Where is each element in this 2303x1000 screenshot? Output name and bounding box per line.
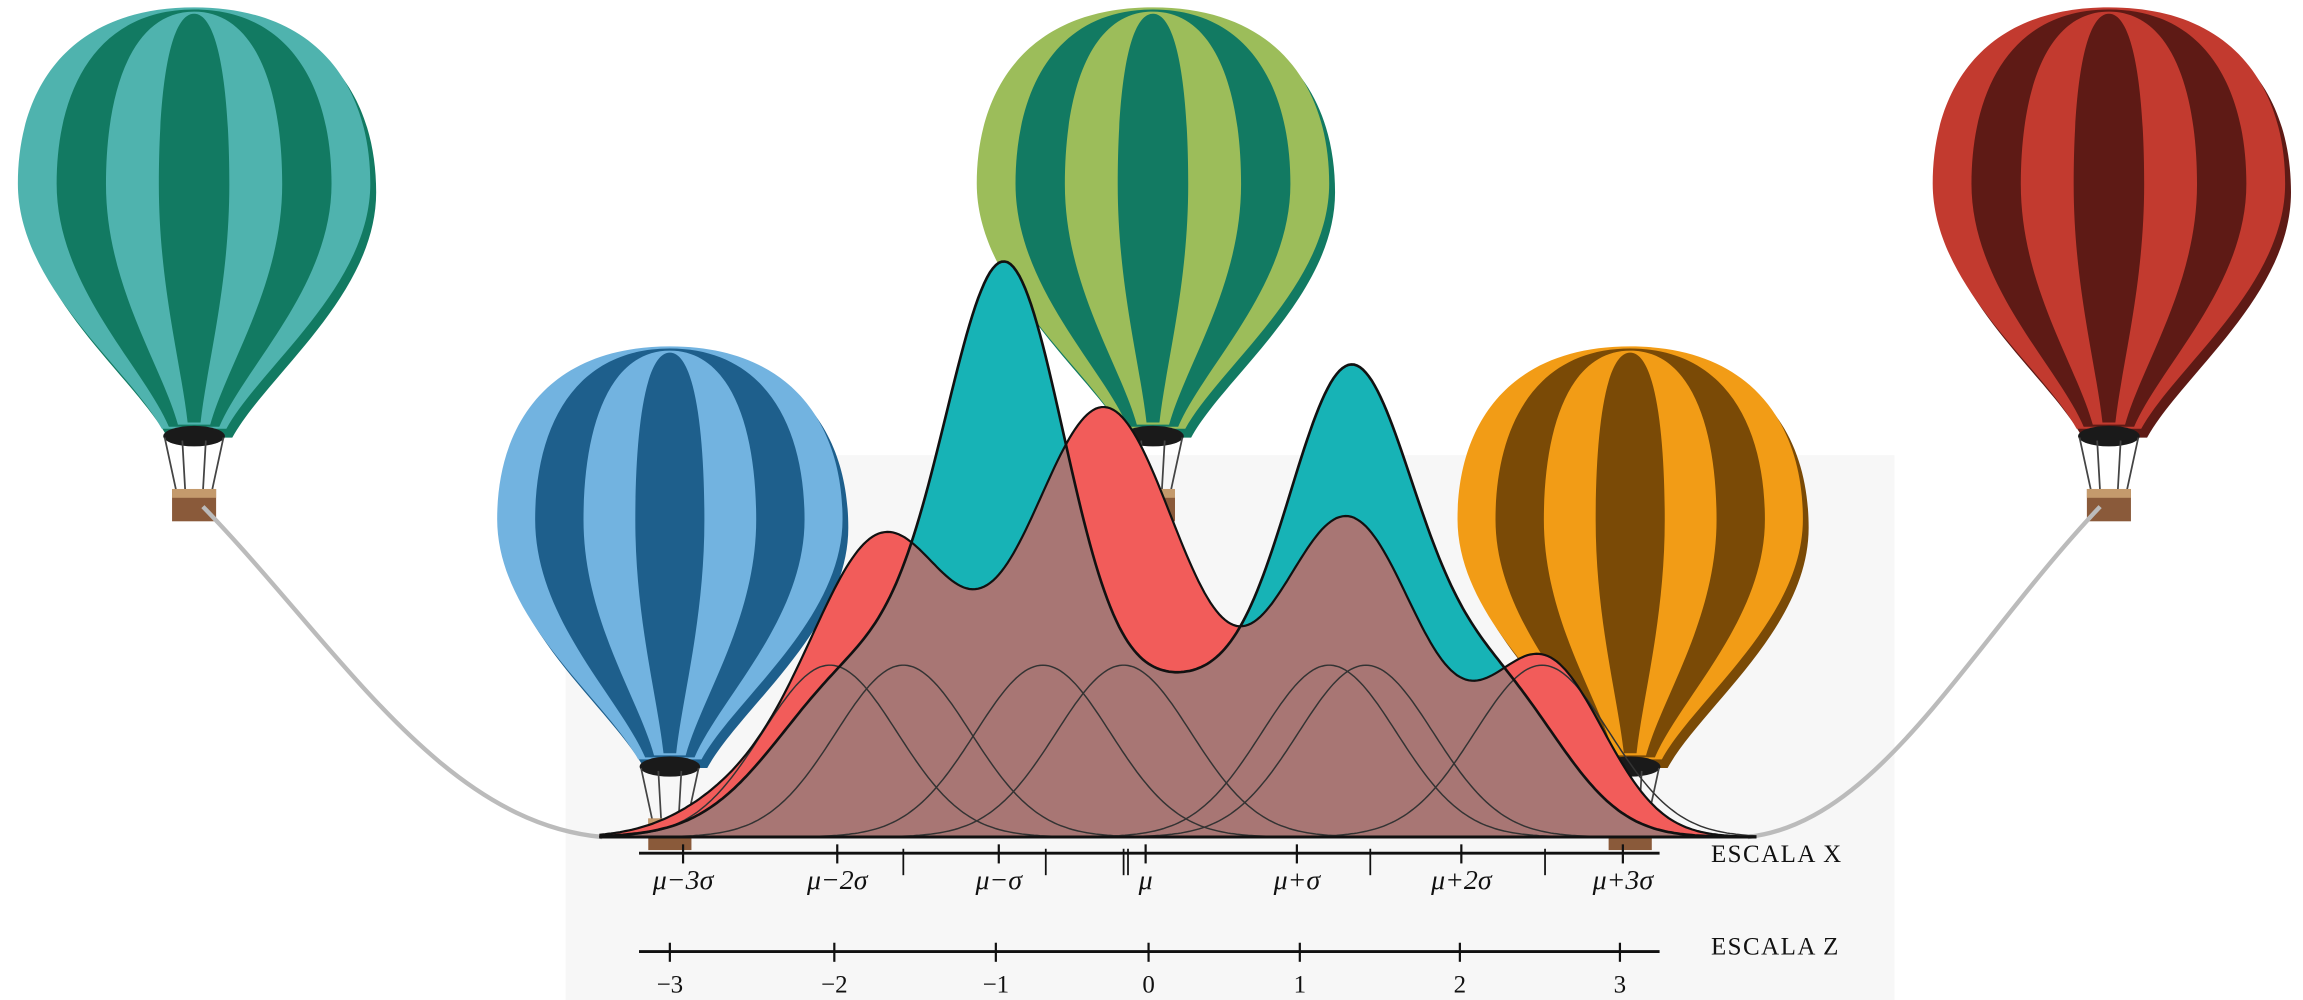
- z-tick-label: 1: [1294, 972, 1306, 999]
- x-tick-label: μ+σ: [1273, 865, 1322, 896]
- balloon-basket-top: [2087, 489, 2131, 498]
- balloon: [18, 7, 376, 521]
- balloon: [1933, 7, 2291, 521]
- x-scale-label: ESCALA X: [1711, 841, 1843, 868]
- x-tick-label: μ+3σ: [1592, 865, 1655, 896]
- z-tick-label: 0: [1142, 972, 1154, 999]
- balloon-mouth: [640, 757, 700, 777]
- z-tick-label: 3: [1614, 972, 1626, 999]
- x-tick-label: μ+2σ: [1430, 865, 1493, 896]
- balloon-basket-top: [172, 489, 216, 498]
- x-tick-label: μ−σ: [974, 865, 1023, 896]
- z-tick-label: −1: [983, 972, 1010, 999]
- illustration: ESCALA X ESCALA Z μ−3σ μ−2σ μ−σ μ μ+σ μ+2σ μ+3…: [0, 0, 2303, 1000]
- z-tick-label: 2: [1454, 972, 1466, 999]
- balloon-mouth: [163, 426, 225, 447]
- x-tick-label: μ: [1138, 865, 1153, 896]
- x-tick-label: μ−2σ: [806, 865, 869, 896]
- z-tick-label: −2: [821, 972, 848, 999]
- page: {"x_scale": {"label": "ESCALA X", "ticks…: [0, 0, 2303, 1000]
- x-tick-label: μ−3σ: [652, 865, 715, 896]
- balloon-mouth: [2078, 426, 2140, 447]
- z-scale-label: ESCALA Z: [1711, 933, 1840, 960]
- z-tick-label: −3: [657, 972, 684, 999]
